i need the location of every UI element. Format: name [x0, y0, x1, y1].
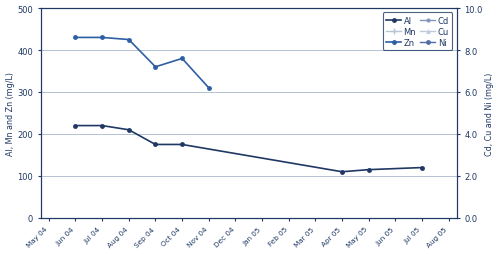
Y-axis label: Al, Mn and Zn (mg/L): Al, Mn and Zn (mg/L)	[6, 72, 15, 155]
Y-axis label: Cd, Cu and Ni (mg/L): Cd, Cu and Ni (mg/L)	[486, 72, 494, 155]
Legend: Al, Mn, Zn, Cd, Cu, Ni: Al, Mn, Zn, Cd, Cu, Ni	[383, 13, 452, 51]
